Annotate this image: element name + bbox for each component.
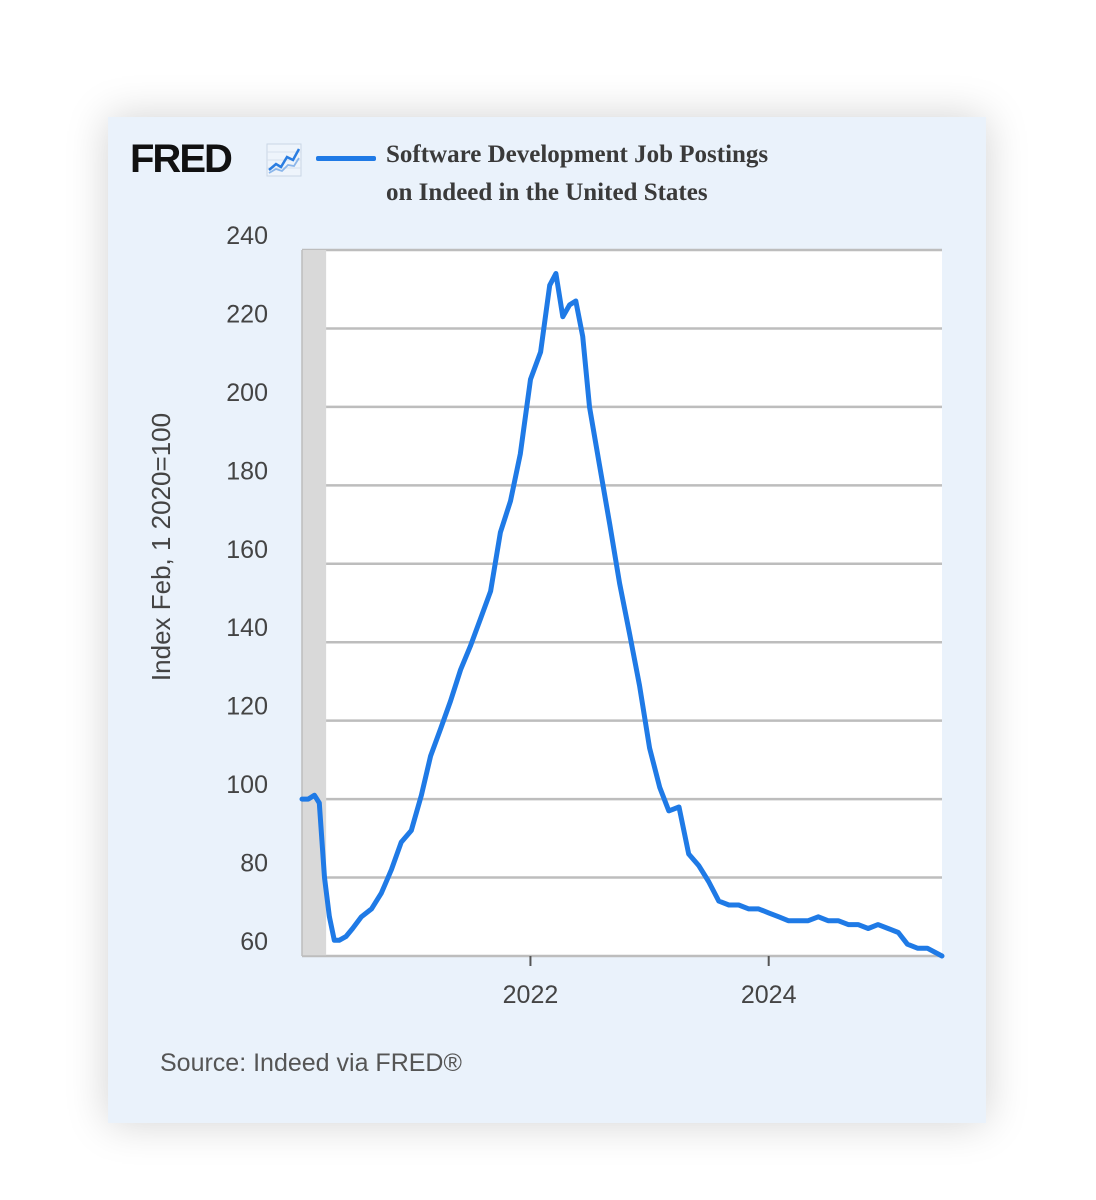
data-point: [528, 377, 533, 382]
data-point: [826, 918, 830, 923]
data-point: [925, 946, 930, 950]
data-point: [866, 926, 871, 931]
data-point: [547, 283, 552, 288]
data-point: [806, 918, 810, 923]
data-point: [518, 452, 523, 456]
data-point: [617, 581, 622, 586]
y-tick-label: 200: [226, 379, 268, 407]
data-point: [836, 918, 841, 923]
data-point: [419, 793, 424, 797]
data-point: [766, 911, 771, 915]
y-tick-label: 240: [226, 222, 268, 250]
data-point: [716, 899, 721, 903]
data-point: [677, 805, 681, 809]
data-point: [597, 463, 602, 468]
y-tick-label: 140: [226, 614, 268, 642]
data-point: [886, 926, 890, 931]
data-point: [389, 867, 394, 872]
data-point: [727, 903, 731, 907]
data-point: [706, 879, 711, 884]
data-point: [458, 667, 463, 672]
y-tick-label: 100: [226, 771, 268, 799]
data-point: [816, 914, 821, 919]
data-point: [647, 746, 652, 750]
data-point: [587, 405, 592, 409]
data-point: [322, 875, 327, 880]
data-point: [756, 907, 761, 911]
data-point: [607, 522, 612, 527]
data-point: [697, 863, 701, 868]
data-point: [667, 809, 671, 813]
data-point: [567, 303, 572, 307]
y-tick-label: 160: [226, 536, 268, 564]
data-point: [574, 299, 578, 303]
data-point: [777, 914, 781, 919]
data-point: [409, 828, 414, 833]
y-tick-label: 60: [240, 928, 268, 956]
data-point: [796, 918, 801, 923]
data-point: [538, 350, 543, 354]
y-tick-label: 120: [226, 693, 268, 721]
data-point: [369, 907, 374, 911]
y-axis-title: Index Feb, 1 2020=100: [146, 413, 176, 681]
data-point: [508, 499, 513, 503]
data-point: [686, 852, 691, 856]
data-point: [905, 942, 910, 947]
legend-swatch: [316, 156, 376, 161]
data-point: [312, 793, 317, 797]
data-point: [399, 840, 404, 845]
data-point: [915, 946, 920, 950]
data-point: [379, 891, 384, 896]
data-point: [344, 934, 348, 939]
data-point: [438, 726, 443, 731]
source-note: Source: Indeed via FRED®: [160, 1049, 462, 1077]
y-tick-label: 220: [226, 300, 268, 328]
data-point: [637, 683, 642, 688]
data-point: [332, 938, 337, 943]
data-point: [627, 632, 632, 637]
data-point: [856, 922, 860, 927]
data-point: [327, 914, 332, 919]
data-point: [876, 922, 880, 927]
chart-title-line-1: Software Development Job Postings: [386, 141, 769, 168]
y-tick-label: 180: [226, 457, 268, 485]
data-point: [359, 914, 364, 919]
data-point: [317, 801, 322, 805]
data-point: [736, 903, 741, 907]
data-point: [580, 334, 585, 339]
data-point: [940, 954, 944, 958]
fred-logo[interactable]: FRED: [130, 137, 233, 181]
chart-card: FRED Software Development Job Postings o…: [108, 117, 986, 1123]
data-point: [554, 271, 558, 276]
data-point: [337, 938, 342, 943]
data-point: [488, 589, 493, 594]
data-point: [746, 907, 751, 911]
y-tick-label: 80: [240, 850, 268, 878]
data-point: [896, 930, 901, 935]
data-point: [478, 616, 483, 621]
line-chart: 60 80 100 120 140 160 180 200 220 240 2022 2024 Inde…: [146, 222, 945, 1009]
data-point: [498, 530, 503, 535]
data-point: [448, 699, 453, 703]
chart-title-line-2: on Indeed in the United States: [386, 179, 708, 206]
data-point: [306, 797, 311, 801]
data-point: [846, 922, 851, 927]
data-point: [350, 926, 355, 931]
data-point: [786, 918, 791, 923]
data-point: [468, 644, 473, 648]
line-chart-icon: [266, 143, 302, 177]
data-point: [300, 797, 304, 801]
x-tick-label: 2024: [741, 981, 797, 1009]
x-tick-label: 2022: [503, 981, 559, 1009]
data-point: [428, 754, 433, 758]
data-point: [657, 785, 662, 790]
data-point: [560, 314, 565, 319]
